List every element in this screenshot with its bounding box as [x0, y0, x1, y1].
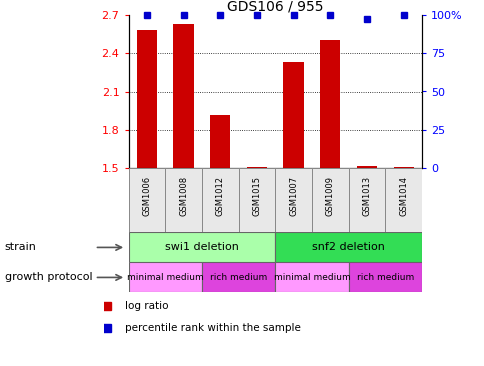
Text: percentile rank within the sample: percentile rank within the sample: [125, 323, 300, 333]
Text: GSM1015: GSM1015: [252, 176, 261, 216]
Bar: [128, 168, 165, 232]
Bar: [238, 168, 274, 232]
Text: rich medium: rich medium: [210, 273, 267, 282]
Bar: [210, 115, 230, 168]
Bar: [348, 168, 384, 232]
Bar: [356, 166, 376, 168]
Text: minimal medium: minimal medium: [273, 273, 349, 282]
Title: GDS106 / 955: GDS106 / 955: [227, 0, 323, 14]
Bar: [311, 168, 348, 232]
Text: GSM1014: GSM1014: [398, 176, 407, 216]
Text: strain: strain: [5, 242, 37, 253]
Text: GSM1007: GSM1007: [288, 176, 298, 216]
Bar: [274, 168, 311, 232]
Bar: [319, 40, 340, 168]
Bar: [274, 262, 348, 292]
Bar: [201, 168, 238, 232]
Bar: [393, 167, 413, 168]
Bar: [384, 168, 421, 232]
Text: swi1 deletion: swi1 deletion: [165, 242, 238, 253]
Text: GSM1008: GSM1008: [179, 176, 188, 216]
Text: growth protocol: growth protocol: [5, 272, 92, 283]
Text: minimal medium: minimal medium: [127, 273, 203, 282]
Text: GSM1009: GSM1009: [325, 176, 334, 216]
Text: GSM1013: GSM1013: [362, 176, 371, 216]
Bar: [348, 262, 421, 292]
Text: GSM1006: GSM1006: [142, 176, 151, 216]
Bar: [173, 24, 193, 168]
Bar: [246, 167, 266, 168]
Bar: [128, 262, 201, 292]
Bar: [283, 62, 303, 168]
Bar: [274, 232, 421, 262]
Text: snf2 deletion: snf2 deletion: [312, 242, 384, 253]
Text: log ratio: log ratio: [125, 301, 168, 311]
Bar: [165, 168, 201, 232]
Text: GSM1012: GSM1012: [215, 176, 224, 216]
Bar: [201, 262, 274, 292]
Text: rich medium: rich medium: [356, 273, 413, 282]
Bar: [128, 232, 274, 262]
Bar: [136, 30, 157, 168]
